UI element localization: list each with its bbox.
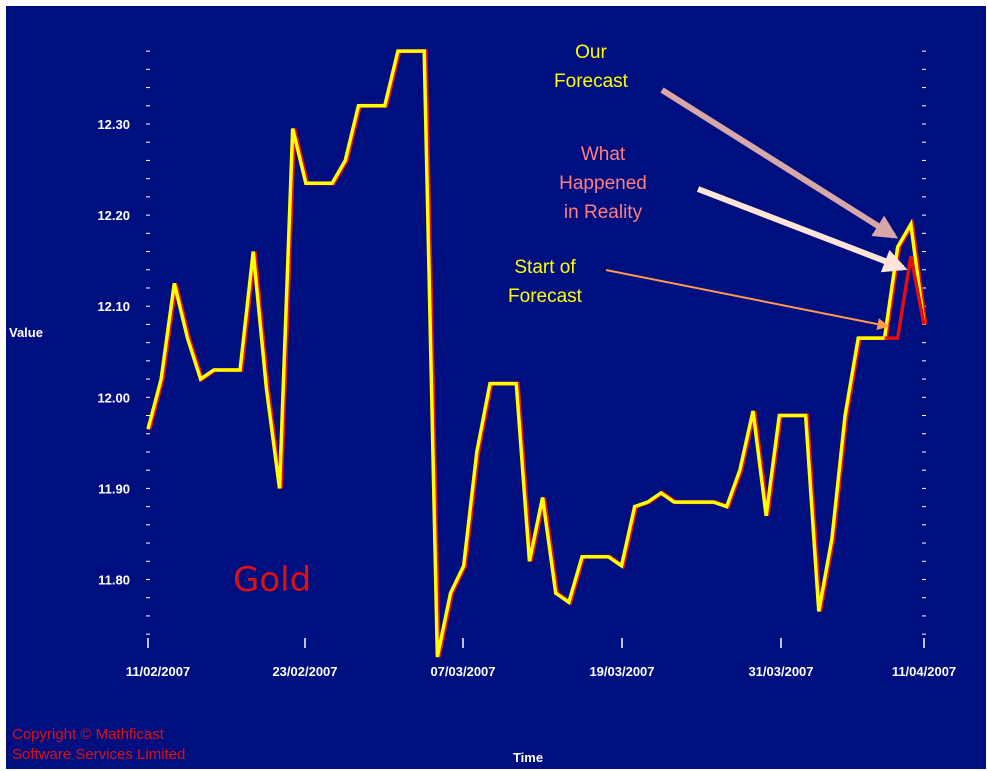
copyright-notice: Copyright © Mathficast Software Services…: [12, 725, 272, 765]
x-tick-label: 23/02/2007: [272, 664, 337, 679]
annotation-line: Forecast: [508, 286, 583, 307]
y-axis-title: Value: [9, 325, 43, 340]
arrow-start-of-forecast: [606, 270, 887, 326]
chart-background: 12.30 12.20 12.10 12.00 11.90 11.80 11/02/2007…: [6, 6, 986, 769]
x-tick-label: 11/02/2007: [126, 664, 190, 679]
annotation-start-of-forecast: Start of Forecast: [508, 257, 583, 307]
arrow-what-happened: [698, 189, 903, 268]
x-tick-label: 11/04/2007: [892, 664, 956, 679]
annotation-line: in Reality: [564, 202, 643, 223]
annotation-our-forecast: Our Forecast: [554, 42, 629, 92]
annotation-line: Forecast: [554, 71, 629, 92]
series-label-gold: Gold: [233, 560, 311, 600]
y-tick-label: 11.80: [98, 573, 130, 588]
x-tick-label: 31/03/2007: [748, 664, 813, 679]
x-tick-label: 19/03/2007: [589, 664, 654, 679]
copyright-line-1: Copyright © Mathficast: [12, 725, 272, 745]
annotation-line: What: [581, 144, 626, 165]
x-tick-label: 07/03/2007: [430, 664, 495, 679]
y-tick-label: 11.90: [98, 481, 130, 496]
copyright-line-2: Software Services Limited: [12, 745, 272, 765]
y-tick-label: 12.10: [97, 299, 130, 314]
gold-line-chart: 12.30 12.20 12.10 12.00 11.90 11.80 11/02/2007…: [6, 6, 986, 769]
y-tick-label: 12.00: [97, 390, 130, 405]
annotation-what-happened: What Happened in Reality: [559, 144, 647, 223]
y-tick-label: 12.20: [97, 208, 130, 223]
arrow-our-forecast: [662, 90, 894, 236]
y-tick-label: 12.30: [97, 117, 130, 132]
annotation-line: Our: [575, 42, 607, 63]
annotation-line: Start of: [514, 257, 576, 278]
annotation-line: Happened: [559, 173, 647, 194]
x-axis-title: Time: [513, 750, 543, 765]
